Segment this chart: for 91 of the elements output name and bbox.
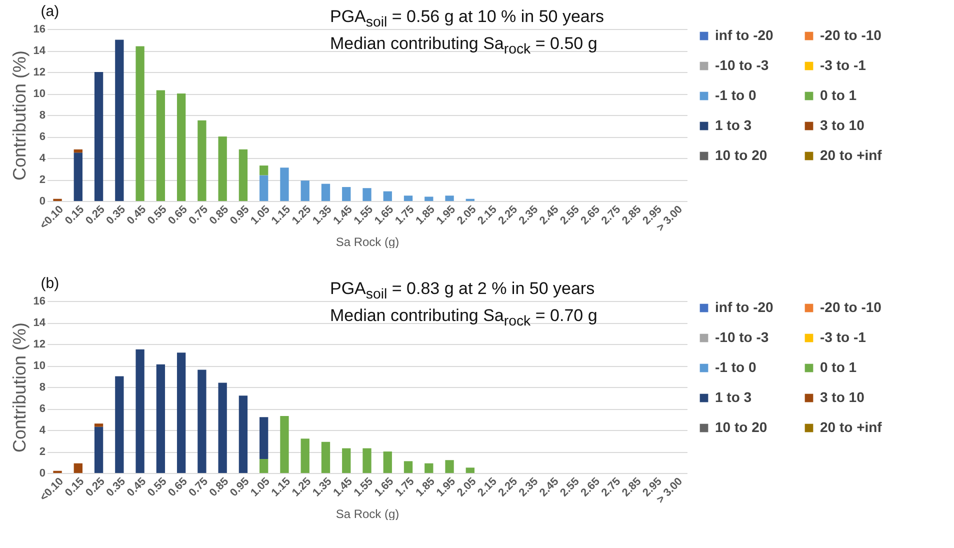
- legend-label: -20 to -10: [820, 299, 882, 315]
- bar: [404, 461, 413, 473]
- legend-label: -1 to 0: [715, 87, 756, 103]
- bar: [362, 448, 372, 473]
- bar: [198, 120, 206, 201]
- legend-label: 3 to 10: [820, 389, 865, 405]
- legend-label: -1 to 0: [715, 359, 756, 375]
- y-tick-label: 16: [33, 24, 46, 36]
- legend-label: 0 to 1: [820, 87, 857, 103]
- legend-label: 10 to 20: [715, 147, 768, 163]
- bar: [383, 191, 392, 201]
- legend-label: -10 to -3: [715, 329, 769, 345]
- bar: [74, 152, 82, 201]
- bar: [94, 72, 104, 201]
- bar: [321, 184, 330, 201]
- bar: [218, 136, 227, 201]
- bar: [404, 196, 413, 201]
- bar: [136, 349, 144, 473]
- y-tick-label: 8: [39, 110, 46, 122]
- y-tick-label: 12: [33, 66, 46, 78]
- bar: [424, 463, 434, 473]
- y-tick-label: 2: [39, 174, 46, 186]
- bar: [466, 468, 474, 473]
- bar: [280, 168, 289, 201]
- legend-label: 1 to 3: [715, 389, 752, 405]
- y-tick-label: 4: [39, 424, 46, 436]
- y-tick-label: 0: [39, 196, 46, 208]
- bar: [300, 438, 310, 473]
- bar: [156, 90, 166, 201]
- bar: [238, 149, 248, 201]
- legend-label: 0 to 1: [820, 359, 857, 375]
- annotation: PGA$_{soil}$ = 0.83 g at 2 % in 50 years: [330, 279, 595, 302]
- bar: [136, 46, 144, 201]
- legend-label: -20 to -10: [820, 27, 882, 43]
- y-tick-label: 8: [39, 382, 46, 394]
- x-tick-label: 0.15: [63, 476, 87, 500]
- legend-label: 20 to +inf: [820, 147, 882, 163]
- bar: [94, 426, 104, 473]
- bar: [198, 370, 206, 473]
- y-tick-label: 16: [33, 296, 46, 308]
- y-tick-label: 6: [39, 403, 46, 415]
- bar: [260, 166, 268, 176]
- bar: [445, 460, 454, 473]
- chart-title: (a): [40, 3, 60, 20]
- y-tick-label: 10: [33, 360, 46, 372]
- y-tick-label: 6: [39, 131, 46, 143]
- chart-title: (b): [40, 275, 60, 292]
- x-tick-label: 0.15: [63, 204, 87, 228]
- bar: [115, 376, 124, 473]
- bar: [74, 149, 82, 153]
- legend-label: 3 to 10: [820, 117, 865, 133]
- legend-label: inf to -20: [715, 27, 774, 43]
- y-tick-label: 14: [33, 45, 46, 57]
- bar: [260, 175, 268, 201]
- bar: [260, 459, 268, 473]
- bar: [218, 382, 227, 473]
- y-tick-label: 14: [33, 317, 46, 329]
- bar: [74, 463, 82, 473]
- bar: [176, 94, 186, 201]
- legend-label: 10 to 20: [715, 419, 768, 435]
- annotation: Median contributing Sa$_{rock}$ = 0.70 g: [330, 306, 598, 330]
- bar: [383, 452, 392, 473]
- bar: [156, 364, 166, 473]
- legend-label: -10 to -3: [715, 57, 769, 73]
- legend-label: -3 to -1: [820, 329, 866, 345]
- bar: [94, 424, 104, 427]
- y-tick-label: 0: [39, 468, 46, 480]
- bar: [342, 448, 351, 473]
- y-tick-label: 2: [39, 446, 46, 458]
- bar: [424, 196, 434, 201]
- bar: [238, 396, 248, 473]
- bar: [260, 417, 268, 460]
- bar: [115, 40, 124, 201]
- bar: [280, 416, 289, 473]
- bar: [445, 196, 454, 201]
- y-tick-label: 4: [39, 152, 46, 164]
- legend-label: 1 to 3: [715, 117, 752, 133]
- annotation: Median contributing Sa$_{rock}$ = 0.50 g: [330, 34, 598, 58]
- bar: [176, 352, 186, 473]
- legend-label: -3 to -1: [820, 57, 866, 73]
- annotation: PGA$_{soil}$ = 0.56 g at 10 % in 50 years: [330, 7, 604, 30]
- y-axis-title: Contribution (%): [9, 50, 30, 181]
- bar: [362, 188, 372, 201]
- bar: [342, 187, 351, 201]
- legend-label: 20 to +inf: [820, 419, 882, 435]
- y-tick-label: 10: [33, 88, 46, 100]
- y-tick-label: 12: [33, 338, 46, 350]
- bar: [321, 442, 330, 473]
- bar: [300, 180, 310, 201]
- legend-label: inf to -20: [715, 299, 774, 315]
- y-axis-title: Contribution (%): [9, 322, 30, 453]
